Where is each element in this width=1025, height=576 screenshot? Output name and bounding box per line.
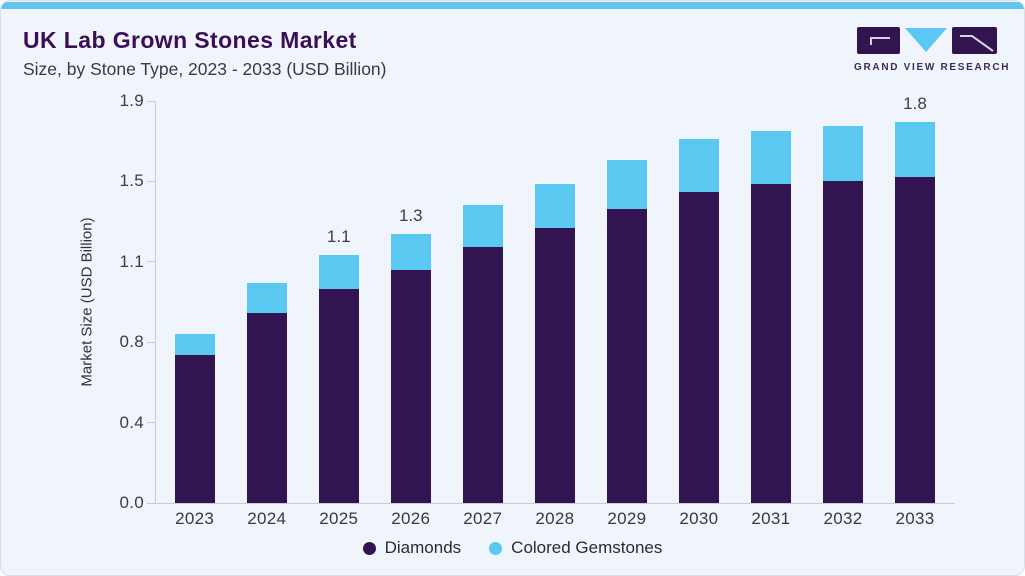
bar-2029 xyxy=(606,160,647,503)
legend-swatch-icon xyxy=(362,541,376,555)
legend-item-colored-gemstones: Colored Gemstones xyxy=(489,538,662,558)
bar-2032 xyxy=(822,126,863,503)
legend-label: Diamonds xyxy=(384,538,462,557)
bar-2025 xyxy=(318,255,359,503)
bar-segment-diamonds xyxy=(390,270,431,503)
bar-segment-diamonds xyxy=(678,191,719,503)
logo-brand-text: GRAND VIEW RESEARCH xyxy=(854,62,1011,73)
bar-2030 xyxy=(678,139,719,503)
y-axis-tick-mark xyxy=(147,100,156,102)
bar-segment-colored-gemstones xyxy=(895,122,935,178)
bar-segment-diamonds xyxy=(606,208,647,503)
bar-segment-colored-gemstones xyxy=(678,139,719,192)
top-accent-strip xyxy=(1,2,1024,9)
y-axis-tick-label: 0.0 xyxy=(119,493,144,512)
plot-area: 0.0 0.4 0.8 1.1 1.5 1.9 2023 2024 1.1 2025 1.3 2026… xyxy=(119,91,955,528)
legend-item-diamonds: Diamonds xyxy=(362,538,462,558)
bar-value-label: 1.1 xyxy=(326,227,351,247)
logo-r-block-icon xyxy=(951,27,997,54)
x-axis-label-2025: 2025 xyxy=(319,509,359,528)
x-axis-label-2032: 2032 xyxy=(823,509,863,528)
bar-value-label: 1.3 xyxy=(398,206,423,226)
bar-segment-colored-gemstones xyxy=(822,126,863,182)
bar-segment-colored-gemstones xyxy=(462,204,503,247)
bar-segment-colored-gemstones xyxy=(246,282,287,313)
y-axis-tick-label: 0.8 xyxy=(119,332,144,352)
x-axis-label-2031: 2031 xyxy=(751,509,791,528)
y-axis-tick-label: 1.5 xyxy=(119,171,144,191)
y-axis-tick-mark xyxy=(147,422,156,424)
bar-segment-diamonds xyxy=(174,354,215,503)
bar-segment-diamonds xyxy=(822,181,863,503)
bar-2033 xyxy=(895,122,935,503)
page-title: UK Lab Grown Stones Market xyxy=(23,27,357,53)
y-axis-title: Market Size (USD Billion) xyxy=(78,217,96,387)
x-axis-label-2026: 2026 xyxy=(391,509,431,528)
grand-view-research-logo: GRAND VIEW RESEARCH xyxy=(854,27,1011,73)
bar-2023 xyxy=(174,333,215,503)
legend-swatch-icon xyxy=(489,541,503,555)
y-axis-tick-label: 1.9 xyxy=(119,91,144,110)
x-axis-label-2029: 2029 xyxy=(607,509,647,528)
bar-segment-colored-gemstones xyxy=(750,130,791,184)
x-axis-label-2030: 2030 xyxy=(679,509,719,528)
bar-segment-diamonds xyxy=(318,289,359,503)
bar-segment-diamonds xyxy=(246,312,287,503)
bar-segment-diamonds xyxy=(895,177,935,503)
y-axis-tick-label: 1.1 xyxy=(119,251,144,271)
legend-label: Colored Gemstones xyxy=(511,538,663,557)
bar-2024 xyxy=(246,282,287,503)
y-axis-tick-mark xyxy=(147,180,156,182)
page-subtitle: Size, by Stone Type, 2023 - 2033 (USD Bi… xyxy=(23,59,387,79)
y-axis-tick-mark xyxy=(147,502,156,504)
bar-segment-colored-gemstones xyxy=(534,183,575,228)
chart-legend: Diamonds Colored Gemstones xyxy=(1,538,1024,558)
bar-segment-colored-gemstones xyxy=(390,234,431,271)
bar-2031 xyxy=(750,130,791,503)
y-axis-tick-label: 0.4 xyxy=(119,412,144,432)
x-axis-label-2023: 2023 xyxy=(175,509,215,528)
y-axis-tick-mark xyxy=(147,341,156,343)
bar-segment-diamonds xyxy=(534,227,575,503)
x-axis-label-2024: 2024 xyxy=(247,509,287,528)
x-axis-label-2033: 2033 xyxy=(895,509,935,528)
x-axis-label-2027: 2027 xyxy=(463,509,503,528)
logo-g-block-icon xyxy=(856,27,900,54)
bar-2028 xyxy=(534,183,575,503)
bar-value-label: 1.8 xyxy=(903,94,927,114)
logo-v-triangle-icon xyxy=(904,28,947,52)
bar-segment-colored-gemstones xyxy=(606,160,647,209)
bar-2026 xyxy=(390,234,431,503)
bar-segment-colored-gemstones xyxy=(174,333,215,355)
bar-segment-diamonds xyxy=(750,183,791,503)
y-axis-tick-mark xyxy=(147,261,156,263)
logo-shapes xyxy=(854,27,999,55)
bar-segment-colored-gemstones xyxy=(318,255,359,290)
bar-2027 xyxy=(462,204,503,503)
bar-segment-diamonds xyxy=(462,247,503,503)
x-axis-label-2028: 2028 xyxy=(535,509,575,528)
